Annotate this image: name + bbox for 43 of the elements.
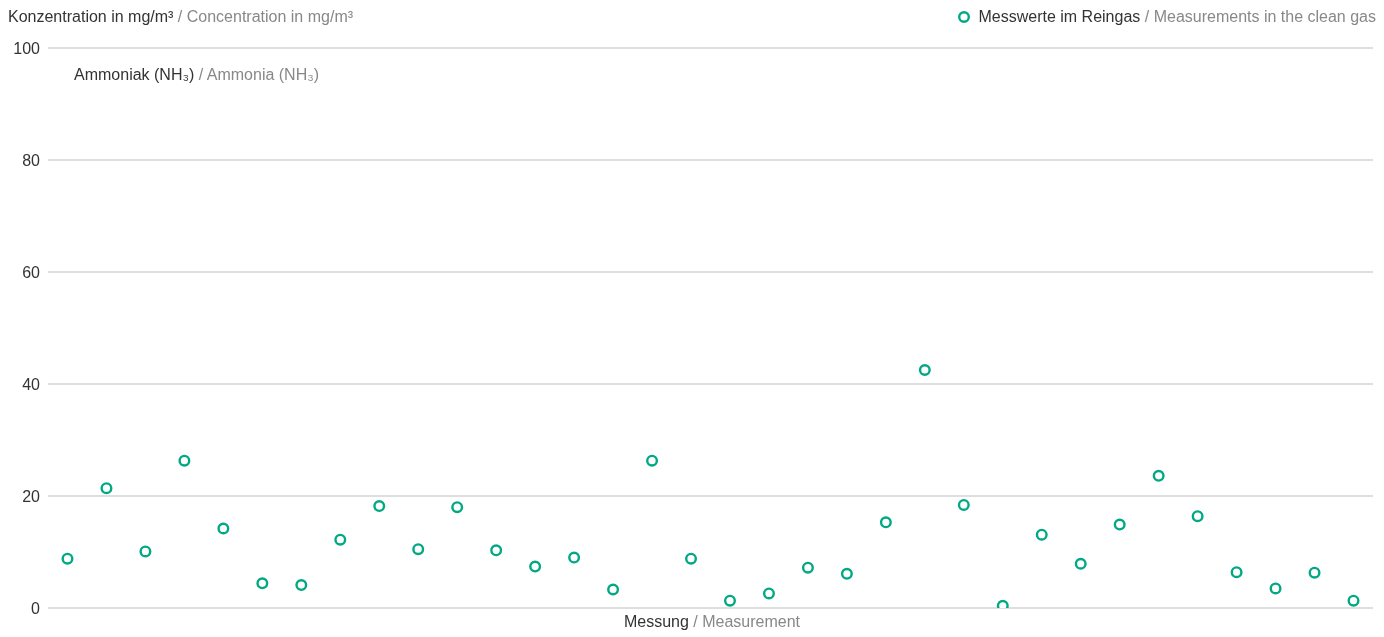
point xyxy=(451,501,464,514)
point xyxy=(840,567,853,580)
point xyxy=(918,364,931,376)
y-tick-label: 0 xyxy=(31,599,41,617)
point xyxy=(490,544,503,557)
point xyxy=(373,500,386,513)
point xyxy=(1152,469,1165,482)
annotation: Ammoniak (NH₃) / Ammonia (NH₃) xyxy=(74,66,320,83)
point xyxy=(100,482,113,495)
point xyxy=(646,454,659,467)
point xyxy=(723,594,736,607)
y-tick-label: 20 xyxy=(22,487,41,505)
point xyxy=(957,498,970,511)
y-tick-label: 60 xyxy=(22,263,41,281)
point xyxy=(1074,557,1087,570)
y-tick-label: 40 xyxy=(22,375,41,393)
point xyxy=(178,454,191,467)
point xyxy=(1347,594,1360,607)
point xyxy=(1113,518,1126,531)
point xyxy=(568,551,581,564)
point xyxy=(879,516,892,529)
chart-title: Konzentration in mg/m³ / Concentration in mg/m³ xyxy=(8,8,354,25)
point xyxy=(295,579,308,592)
point xyxy=(1191,510,1204,523)
point xyxy=(256,577,269,590)
y-tick-label: 80 xyxy=(22,151,41,169)
point xyxy=(334,533,347,546)
legend-label: Messwerte im Reingas / Measurements in the clean gas xyxy=(978,8,1376,25)
point xyxy=(1308,566,1321,579)
point xyxy=(1230,566,1243,579)
point xyxy=(685,552,698,565)
point xyxy=(1035,528,1048,541)
point xyxy=(412,543,425,556)
point xyxy=(1269,582,1282,595)
x-axis-title: Messung / Measurement xyxy=(623,613,801,630)
point xyxy=(139,545,152,558)
point xyxy=(607,583,620,596)
point xyxy=(801,561,814,574)
point xyxy=(762,587,775,600)
point xyxy=(529,560,542,573)
point xyxy=(61,552,74,565)
point xyxy=(217,522,230,535)
y-tick-label: 100 xyxy=(13,39,41,57)
